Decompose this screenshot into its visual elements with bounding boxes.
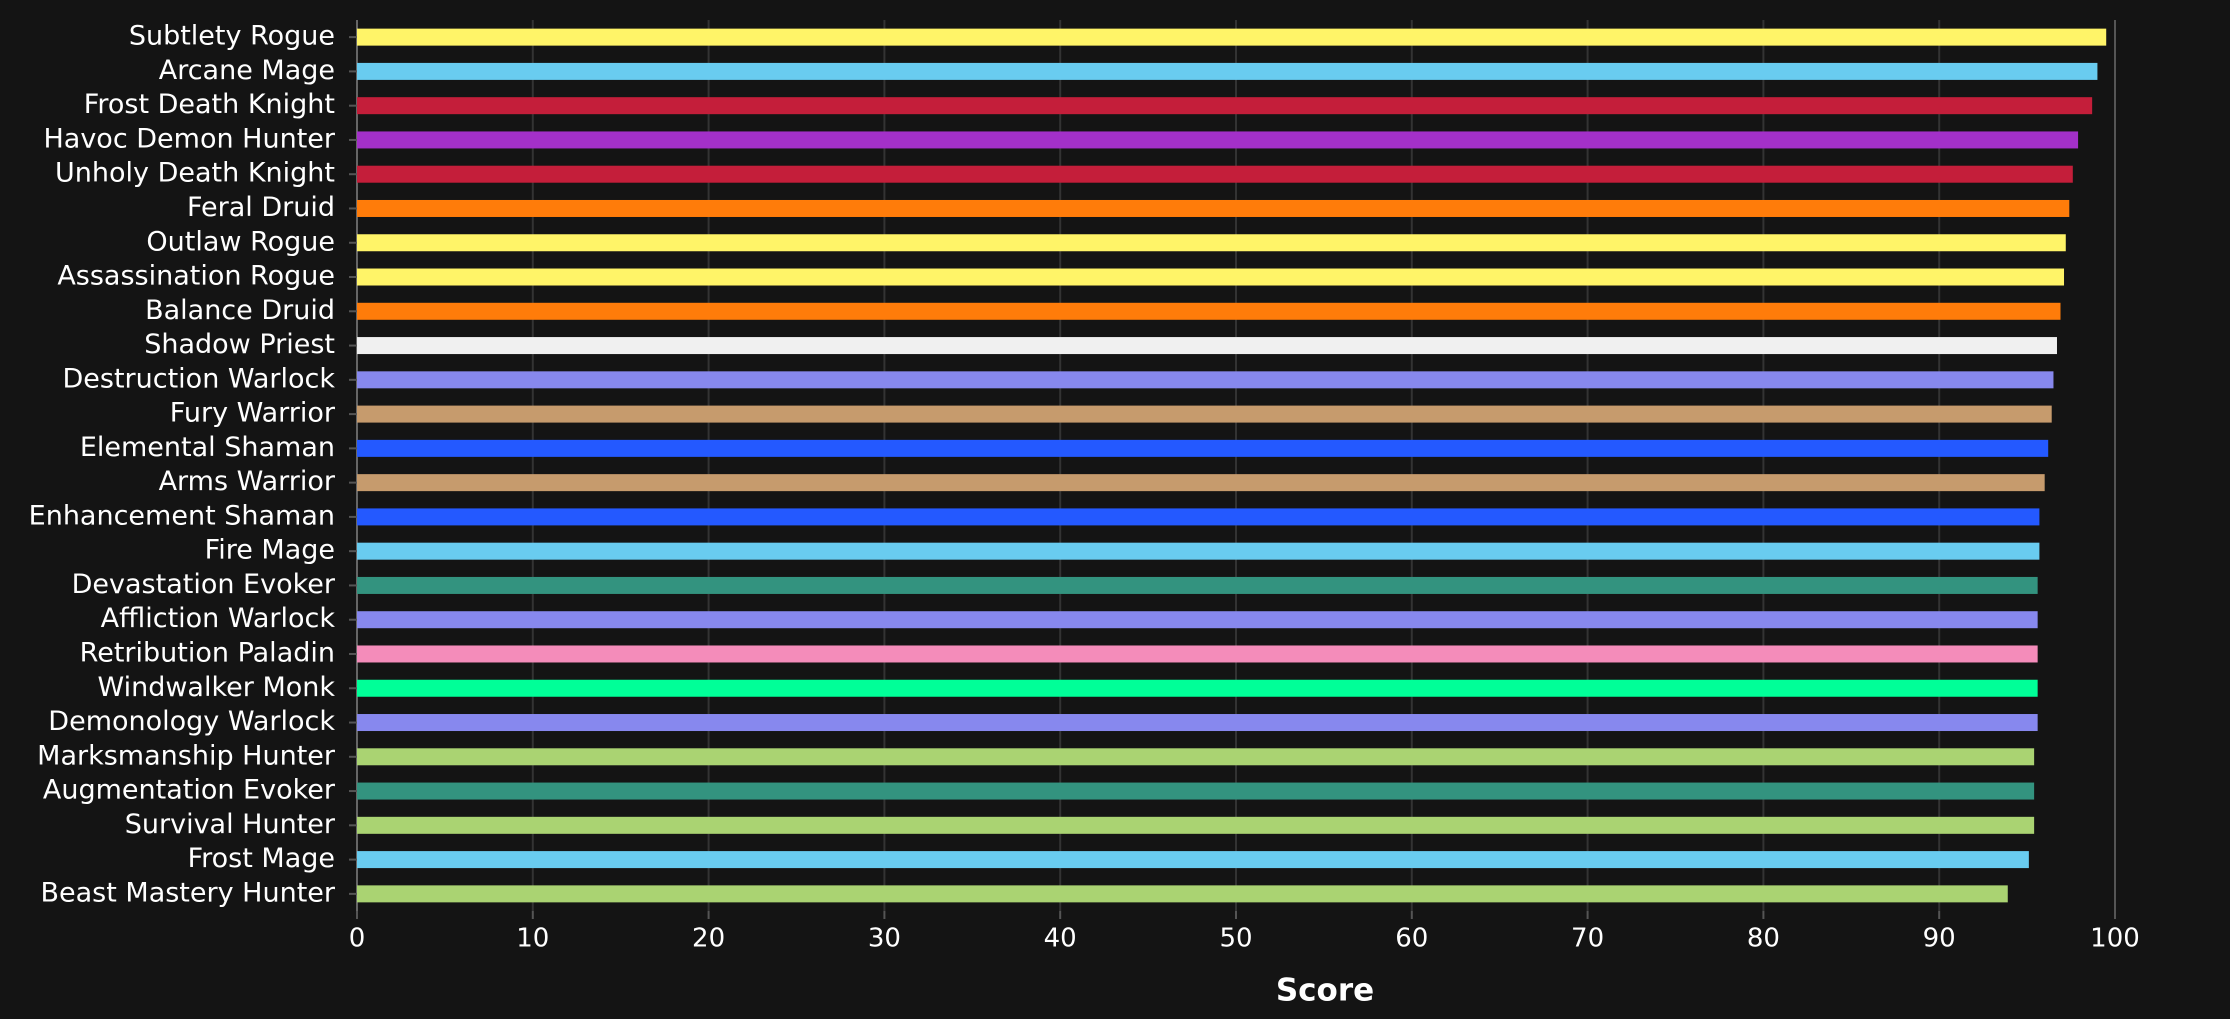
bar: [357, 885, 2008, 903]
bar: [357, 337, 2057, 355]
bar: [357, 474, 2045, 492]
bar: [357, 165, 2073, 183]
y-tick-label: Affliction Warlock: [101, 603, 336, 634]
bar: [357, 851, 2029, 869]
bar: [357, 439, 2049, 457]
y-tick-label: Shadow Priest: [144, 329, 335, 360]
y-tick-label: Subtlety Rogue: [129, 21, 335, 52]
y-tick-label: Elemental Shaman: [80, 432, 335, 463]
y-tick-label: Destruction Warlock: [62, 363, 335, 394]
bar: [357, 542, 2040, 560]
bar: [357, 405, 2052, 423]
bar: [357, 748, 2035, 766]
y-tick-label: Frost Death Knight: [84, 89, 335, 120]
x-tick-label: 90: [1923, 924, 1956, 954]
bar: [357, 28, 2107, 46]
y-tick-label: Windwalker Monk: [97, 672, 335, 703]
bar: [357, 714, 2038, 732]
y-tick-label: Arcane Mage: [159, 55, 335, 86]
y-tick-label: Balance Druid: [145, 295, 335, 326]
bar: [357, 816, 2035, 834]
x-tick-label: 60: [1395, 924, 1428, 954]
y-tick-label: Unholy Death Knight: [55, 158, 335, 189]
x-tick-label: 80: [1747, 924, 1780, 954]
y-tick-label: Devastation Evoker: [72, 569, 336, 600]
y-tick-label: Outlaw Rogue: [146, 226, 335, 257]
y-tick-label: Survival Hunter: [125, 809, 336, 840]
bar: [357, 62, 2098, 80]
x-tick-label: 10: [516, 924, 549, 954]
bar: [357, 508, 2040, 526]
y-tick-label: Arms Warrior: [159, 466, 336, 497]
y-tick-label: Enhancement Shaman: [29, 500, 335, 531]
bar: [357, 645, 2038, 663]
bar: [357, 371, 2054, 389]
bar: [357, 679, 2038, 697]
y-tick-label: Havoc Demon Hunter: [43, 123, 335, 154]
x-tick-label: 100: [2090, 924, 2140, 954]
y-tick-label: Marksmanship Hunter: [37, 740, 336, 771]
x-axis-title: Score: [1276, 973, 1374, 1009]
y-tick-label: Augmentation Evoker: [43, 775, 336, 806]
y-tick-label: Demonology Warlock: [48, 706, 335, 737]
y-tick-label: Assassination Rogue: [57, 261, 335, 292]
x-tick-label: 0: [349, 924, 366, 954]
y-tick-label: Retribution Paladin: [80, 637, 335, 668]
y-tick-label: Fire Mage: [205, 535, 335, 566]
bar: [357, 611, 2038, 629]
bar: [357, 782, 2035, 800]
bar: [357, 131, 2079, 149]
y-tick-label: Beast Mastery Hunter: [40, 877, 335, 908]
x-tick-label: 40: [1044, 924, 1077, 954]
y-tick-label: Fury Warrior: [170, 398, 336, 429]
x-tick-label: 20: [692, 924, 725, 954]
bar: [357, 268, 2065, 286]
y-tick-label: Frost Mage: [188, 843, 335, 874]
y-tick-label: Feral Druid: [187, 192, 335, 223]
x-tick-label: 30: [868, 924, 901, 954]
bar: [357, 576, 2038, 594]
bar: [357, 234, 2066, 252]
x-tick-label: 50: [1219, 924, 1252, 954]
x-tick-label: 70: [1571, 924, 1604, 954]
bar: [357, 97, 2093, 115]
bar: [357, 302, 2061, 320]
bar: [357, 199, 2070, 217]
